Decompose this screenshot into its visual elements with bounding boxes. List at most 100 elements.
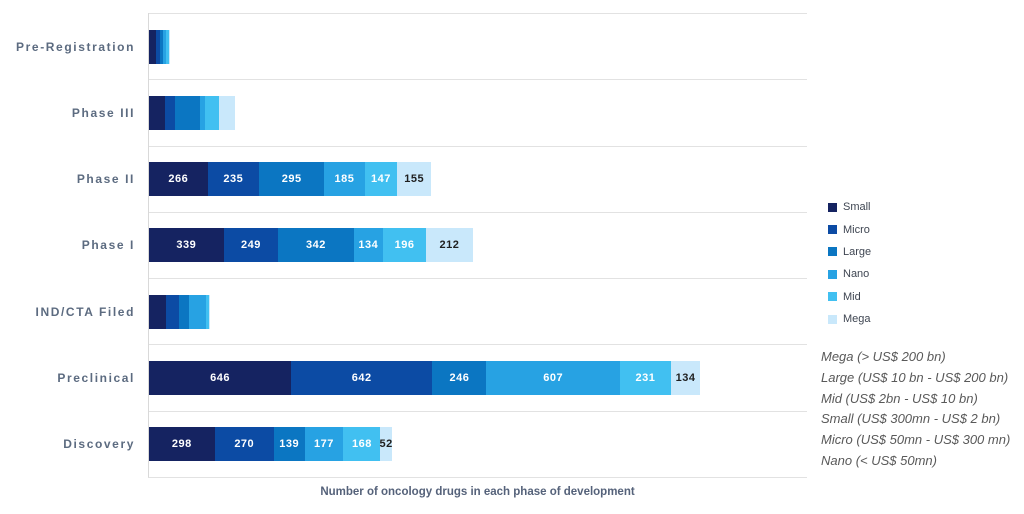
- stacked-bar: 339 249 342 134 196 212: [149, 228, 473, 263]
- bar-segment-small: 266: [149, 162, 208, 197]
- bar-value-label: 52: [379, 438, 393, 451]
- size-definitions: Mega (> US$ 200 bn) Large (US$ 10 bn - US…: [821, 347, 1010, 472]
- bar-value-label: 235: [223, 173, 244, 186]
- bar-segment-large: 342: [278, 228, 354, 263]
- category-band: Preclinical 646 642 246 607 231 134: [57, 344, 807, 410]
- legend-swatch-icon: [828, 225, 837, 235]
- bar-segment-micro: 249: [223, 228, 279, 263]
- legend-item-small: Small: [828, 196, 871, 218]
- legend-item-micro: Micro: [828, 218, 871, 240]
- bar-segment-large: 139: [273, 427, 305, 462]
- category-label: Phase III: [71, 105, 135, 120]
- bar-segment-mid: [166, 29, 169, 64]
- category-band: IND/CTA Filed: [36, 278, 807, 344]
- legend-label: Nano: [843, 268, 870, 281]
- bar-segment-small: [149, 29, 157, 64]
- bar-segment-micro: [156, 29, 160, 64]
- bar-segment-micro: 642: [291, 361, 433, 396]
- legend-swatch-icon: [828, 269, 837, 279]
- definition-line: Mid (US$ 2bn - US$ 10 bn): [821, 390, 978, 406]
- bar-segment-small: 339: [149, 228, 224, 263]
- category-label: Phase I: [81, 238, 135, 253]
- bar-segment-nano: [163, 29, 167, 64]
- bar-segment-mid: [205, 95, 220, 130]
- bar-segment-large: 295: [259, 162, 325, 197]
- bar-segment-small: 298: [149, 427, 215, 462]
- bar-segment-large: [178, 294, 189, 329]
- bar-segment-mid: 231: [619, 361, 671, 396]
- bar-segment-nano: 607: [486, 361, 620, 396]
- bar-value-label: 246: [449, 372, 470, 385]
- stacked-bar: 646 642 246 607 231 134: [149, 361, 701, 396]
- legend-label: Mid: [843, 290, 861, 303]
- bar-value-label: 642: [351, 372, 372, 385]
- category-label: Discovery: [63, 437, 135, 452]
- bar-segment-small: [149, 294, 167, 329]
- bar-segment-small: [149, 95, 165, 130]
- bar-segment-mid: 168: [343, 427, 381, 462]
- bar-segment-nano: 177: [304, 427, 344, 462]
- bar-value-label: 270: [234, 438, 255, 451]
- legend-swatch-icon: [828, 314, 837, 324]
- category-label: Preclinical: [57, 371, 135, 386]
- bar-value-label: 147: [371, 173, 391, 186]
- legend-label: Large: [843, 245, 872, 258]
- bar-value-label: 266: [168, 173, 189, 186]
- bar-value-label: 139: [279, 438, 300, 451]
- bar-segment-mega: 155: [397, 162, 432, 197]
- stacked-bar: [149, 294, 210, 329]
- bar-value-label: 607: [543, 372, 564, 385]
- bar-segment-large: 246: [432, 361, 487, 396]
- bar-segment-nano: 185: [324, 162, 365, 197]
- legend-label: Micro: [843, 223, 870, 236]
- bar-segment-micro: [164, 95, 175, 130]
- legend-item-large: Large: [828, 241, 871, 263]
- bar-segment-mega: [208, 294, 210, 329]
- bar-segment-small: 646: [149, 361, 292, 396]
- plot-area: Pre-Registration Phase III Phase II 266 235 2…: [16, 13, 807, 478]
- bar-value-label: 155: [404, 173, 425, 186]
- category-band: Phase II 266 235 295 185 147 155: [77, 145, 807, 212]
- bar-value-label: 134: [358, 239, 379, 252]
- bar-segment-mid: 147: [364, 162, 398, 197]
- legend-label: Small: [843, 201, 871, 214]
- bar-segment-mega: 212: [426, 228, 473, 263]
- bar-value-label: 298: [171, 438, 192, 451]
- bar-segment-mega: [168, 29, 171, 64]
- bar-segment-mega: [219, 95, 235, 130]
- bar-value-label: 177: [314, 438, 334, 451]
- definition-line: Nano (< US$ 50mn): [821, 452, 937, 468]
- category-label: Pre-Registration: [16, 39, 135, 54]
- legend-swatch-icon: [828, 202, 837, 212]
- legend-item-mid: Mid: [828, 286, 871, 308]
- legend-swatch-icon: [828, 292, 837, 302]
- bar-segment-large: [174, 95, 201, 130]
- bar-segment-nano: [188, 294, 206, 329]
- bar-value-label: 231: [635, 372, 656, 385]
- bar-segment-mega: 134: [670, 361, 701, 396]
- bar-value-label: 196: [394, 239, 415, 252]
- legend-item-nano: Nano: [828, 263, 871, 285]
- bar-value-label: 646: [210, 372, 230, 385]
- bar-value-label: 295: [281, 173, 302, 186]
- stacked-bar: [149, 95, 235, 130]
- bar-segment-micro: 235: [207, 162, 260, 197]
- category-label: IND/CTA Filed: [35, 304, 135, 319]
- definition-line: Micro (US$ 50mn - US$ 300 mn): [821, 432, 1011, 448]
- definition-line: Large (US$ 10 bn - US$ 200 bn): [821, 369, 1009, 385]
- category-band: Discovery 298 270 139 177 168 52: [63, 410, 807, 477]
- category-band: Phase III: [72, 79, 807, 145]
- legend-label: Mega: [843, 313, 871, 326]
- bar-value-label: 339: [176, 239, 197, 252]
- stacked-bar: 266 235 295 185 147 155: [149, 162, 432, 197]
- bar-segment-mid: 196: [383, 228, 427, 263]
- bar-segment-nano: 134: [353, 228, 384, 263]
- bar-value-label: 185: [334, 173, 355, 186]
- bar-value-label: 212: [439, 239, 460, 252]
- bar-value-label: 134: [675, 372, 696, 385]
- bar-value-label: 168: [352, 438, 372, 451]
- legend-item-mega: Mega: [828, 308, 871, 330]
- bar-segment-nano: [200, 95, 206, 130]
- bar-value-label: 342: [306, 239, 326, 252]
